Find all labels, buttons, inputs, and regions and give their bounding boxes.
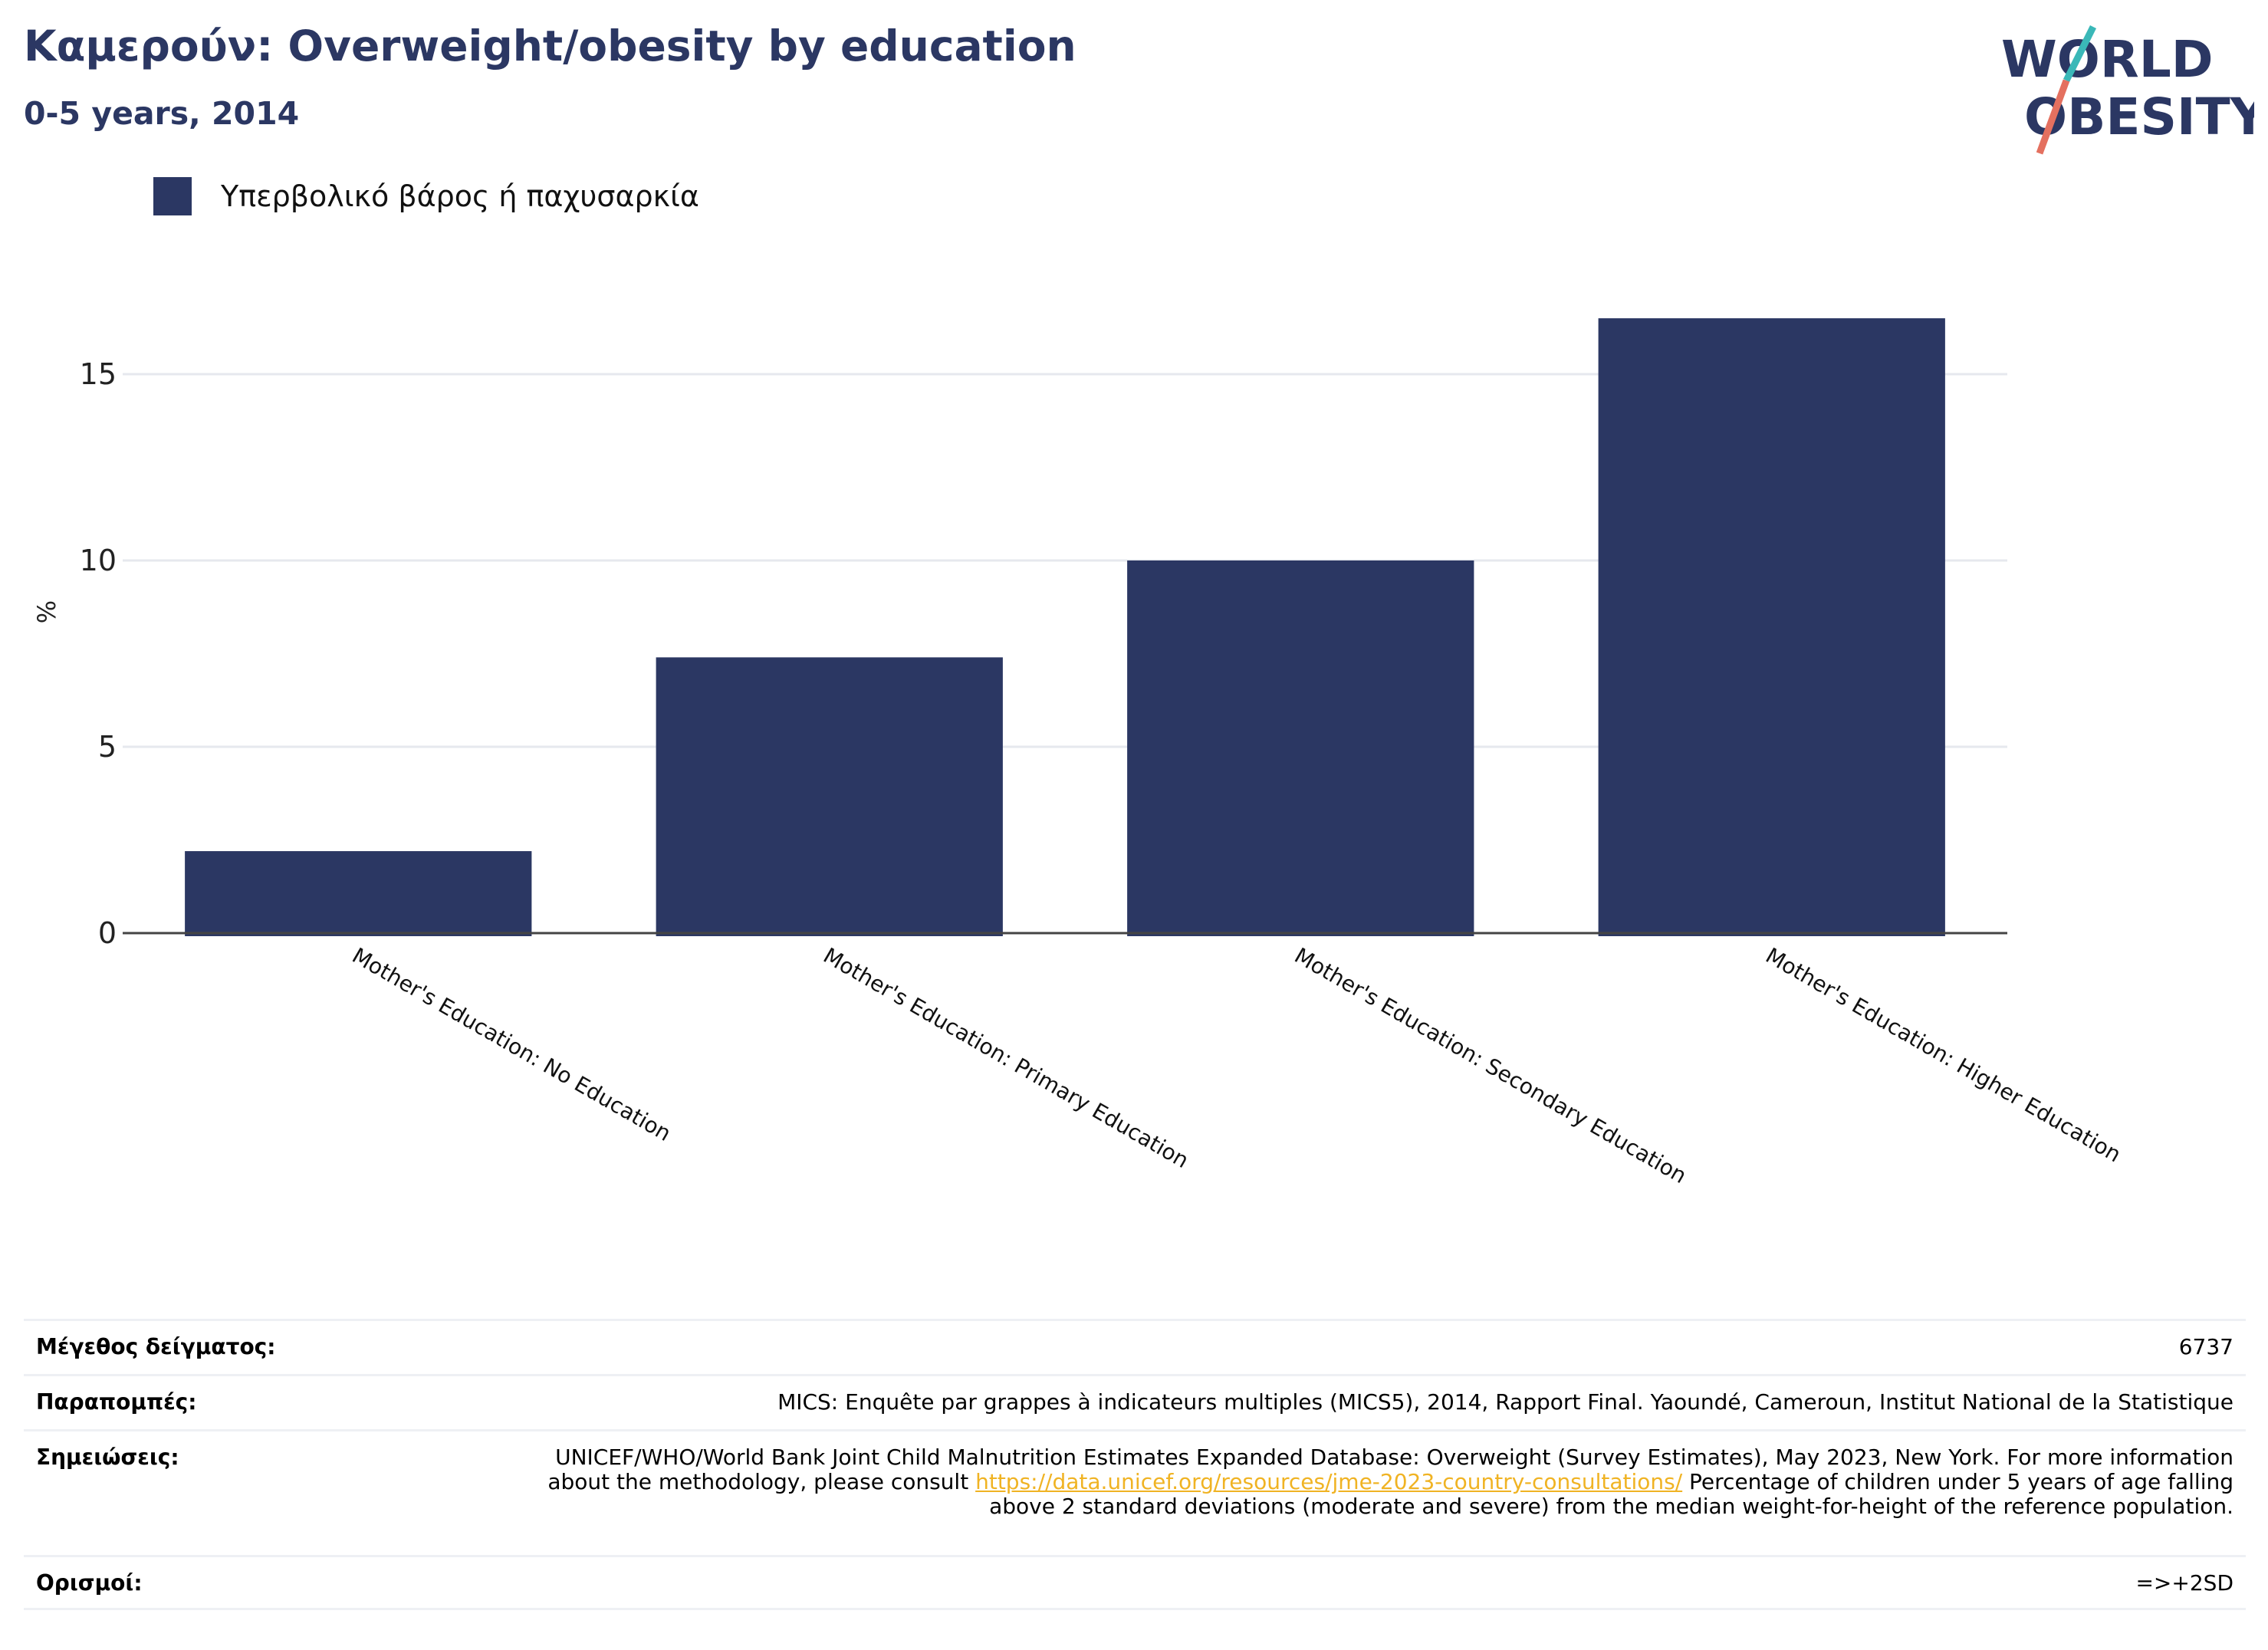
legend-swatch [153, 177, 192, 215]
sample-size-row: Μέγεθος δείγματος: 6737 [24, 1319, 2246, 1374]
logo-slash-teal [2063, 25, 2097, 83]
y-tick-label: 5 [98, 730, 117, 764]
chart-title: Καμερούν: Overweight/obesity by educatio… [24, 21, 1076, 71]
x-tick-label: Mother's Education: No Education [348, 942, 675, 1146]
notes-value: UNICEF/WHO/World Bank Joint Child Malnut… [547, 1445, 2233, 1519]
legend-label: Υπερβολικό βάρος ή παχυσαρκία [221, 179, 699, 213]
references-row: Παραπομπές: MICS: Enquête par grappes à … [24, 1374, 2246, 1429]
chart-subtitle: 0-5 years, 2014 [24, 95, 300, 132]
methodology-link[interactable]: https://data.unicef.org/resources/jme-20… [975, 1469, 1683, 1494]
y-tick-label: 15 [80, 357, 117, 391]
bar [185, 851, 532, 936]
bar [1598, 318, 1945, 937]
notes-row: Σημειώσεις: UNICEF/WHO/World Bank Joint … [24, 1429, 2246, 1555]
definitions-value: =>+2SD [2135, 1570, 2233, 1596]
y-tick-label: 10 [80, 544, 117, 577]
bar-chart: 0 5 10 15% Mother's Education: No Education M… [32, 318, 2125, 1188]
references-value: MICS: Enquête par grappes à indicateurs … [777, 1389, 2233, 1415]
y-tick-label: 0 [98, 916, 117, 950]
sample-size-label: Μέγεθος δείγματος: [36, 1334, 276, 1359]
world-obesity-logo: WORLD OBESITY [2001, 25, 2254, 155]
info-table: Μέγεθος δείγματος: 6737 Παραπομπές: MICS… [24, 1319, 2246, 1610]
definitions-label: Ορισμοί: [36, 1570, 143, 1596]
bar [1127, 560, 1474, 936]
bar [656, 657, 1003, 936]
logo-line1: WORLD [2001, 30, 2214, 89]
notes-text-pre: UNICEF/WHO/World Bank Joint Child Malnut… [547, 1445, 2233, 1494]
notes-text-post: Percentage of children under 5 years of … [989, 1469, 2233, 1519]
legend[interactable]: Υπερβολικό βάρος ή παχυσαρκία [153, 176, 699, 216]
x-tick-label: Mother's Education: Primary Education [819, 942, 1193, 1173]
y-axis-label: % [32, 600, 61, 623]
sample-size-value: 6737 [2178, 1334, 2233, 1359]
definitions-row: Ορισμοί: =>+2SD [24, 1555, 2246, 1610]
logo-slash-coral [2036, 79, 2070, 155]
references-label: Παραπομπές: [36, 1389, 197, 1415]
notes-label: Σημειώσεις: [36, 1445, 179, 1470]
x-tick-label: Mother's Education: Secondary Education [1290, 942, 1691, 1188]
x-tick-label: Mother's Education: Higher Education [1761, 942, 2125, 1167]
